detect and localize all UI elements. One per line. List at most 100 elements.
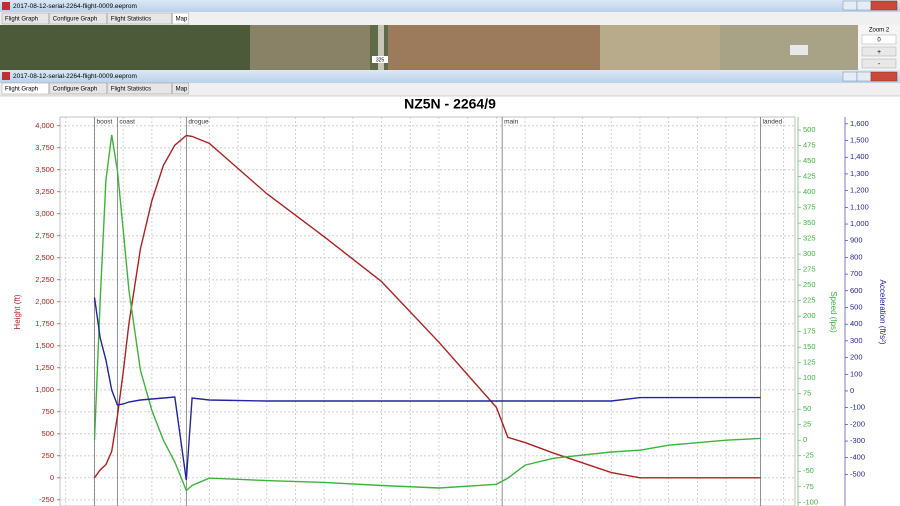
y3-tick-label: 1,100: [850, 202, 869, 211]
tab-strip: [0, 83, 900, 96]
y3-tick-label: 0: [850, 386, 854, 395]
y2-tick-label: 0: [803, 435, 807, 444]
tab[interactable]: [49, 12, 108, 25]
event-label: main: [504, 119, 518, 126]
tab[interactable]: [107, 82, 172, 95]
y3-tick-label: 900: [850, 236, 863, 245]
y2-tick-label: 450: [803, 156, 816, 165]
y-tick-label: 250: [41, 451, 54, 460]
y-tick-label: 750: [41, 407, 54, 416]
y3-tick-label: 500: [850, 302, 863, 311]
chart-title: NZ5N - 2264/9: [404, 96, 496, 112]
tab[interactable]: [1, 12, 50, 25]
y3-tick-label: 200: [850, 353, 863, 362]
y2-tick-label: 225: [803, 296, 816, 305]
title-bar: [0, 70, 900, 83]
y3-tick-label: 600: [850, 286, 863, 295]
y-tick-label: 4,000: [35, 121, 54, 130]
y-axis-label: Height (ft): [13, 294, 22, 329]
series-line: [93, 297, 761, 481]
zoom-out-label: -: [878, 61, 881, 68]
y2-tick-label: 125: [803, 358, 816, 367]
y3-tick-label: 700: [850, 269, 863, 278]
y3-tick-label: 1,300: [850, 169, 869, 178]
y2-tick-label: 275: [803, 265, 816, 274]
y2-tick-label: 375: [803, 203, 816, 212]
zoom-out-button[interactable]: [861, 58, 897, 69]
y2-tick-label: 425: [803, 172, 816, 181]
y2-tick-label: 400: [803, 187, 816, 196]
y3-tick-label: -100: [850, 403, 865, 412]
window-title: 2017-08-12-serial-2264-flight-0009.eepro…: [13, 73, 137, 80]
y2-axis-label: Speed (fps): [829, 291, 838, 333]
y3-tick-label: -500: [850, 469, 865, 478]
y3-tick-label: 400: [850, 319, 863, 328]
y2-tick-label: -50: [803, 466, 814, 475]
y-tick-label: 1,000: [35, 385, 54, 394]
tab[interactable]: [172, 12, 190, 25]
y3-tick-label: 1,400: [850, 152, 869, 161]
app-icon: [2, 2, 10, 10]
y2-tick-label: -25: [803, 451, 814, 460]
window-controls[interactable]: [842, 71, 898, 82]
y3-tick-label: 1,500: [850, 136, 869, 145]
event-label: landed: [763, 119, 783, 126]
y-tick-label: 500: [41, 429, 54, 438]
tab-label: Configure Graph: [53, 17, 97, 23]
y2-tick-label: 300: [803, 249, 816, 258]
y3-axis-label: Acceleration (ft/s²): [878, 280, 887, 345]
event-label: boost: [96, 119, 112, 126]
y2-tick-label: 475: [803, 141, 816, 150]
tab-label: Map: [176, 87, 188, 93]
tab[interactable]: [1, 82, 50, 95]
y-tick-label: 2,000: [35, 297, 54, 306]
tab[interactable]: [107, 12, 172, 25]
tab[interactable]: [172, 82, 190, 95]
y3-tick-label: 800: [850, 252, 863, 261]
y2-tick-label: -100: [803, 497, 818, 506]
series-line: [93, 134, 761, 492]
y-tick-label: 0: [50, 473, 54, 482]
road-label: 325: [376, 57, 385, 63]
y-tick-label: 1,500: [35, 341, 54, 350]
y2-tick-label: 200: [803, 311, 816, 320]
y2-tick-label: -75: [803, 482, 814, 491]
title-bar: [0, 0, 900, 12]
series-line: [93, 134, 761, 479]
y2-tick-label: 25: [803, 420, 811, 429]
zoom-in-label: +: [877, 49, 881, 56]
y3-tick-label: 1,000: [850, 219, 869, 228]
tab-label: Map: [176, 17, 188, 23]
y-tick-label: 1,250: [35, 363, 54, 372]
plot-area: [59, 116, 796, 506]
y3-tick-label: 300: [850, 336, 863, 345]
app-icon: [2, 72, 10, 80]
y2-tick-label: 50: [803, 404, 811, 413]
y-tick-label: 3,500: [35, 165, 54, 174]
y-tick-label: 2,750: [35, 231, 54, 240]
zoom-field[interactable]: [861, 34, 897, 45]
zoom-value: 0: [877, 38, 881, 44]
tab-label: Flight Statistics: [111, 17, 151, 23]
y-tick-label: 3,000: [35, 209, 54, 218]
tab[interactable]: [49, 82, 108, 95]
window-controls[interactable]: [842, 0, 898, 11]
y3-tick-label: 100: [850, 369, 863, 378]
event-label: drogue: [188, 119, 209, 126]
y2-tick-label: 350: [803, 218, 816, 227]
y2-tick-label: 325: [803, 234, 816, 243]
road-sign: [372, 56, 388, 63]
y-tick-label: 1,750: [35, 319, 54, 328]
y2-tick-label: 250: [803, 280, 816, 289]
y-tick-label: -250: [39, 495, 54, 504]
zoom-in-button[interactable]: [861, 46, 897, 57]
tab-strip: [0, 12, 900, 25]
y3-tick-label: 1,200: [850, 186, 869, 195]
event-label: coast: [119, 119, 135, 126]
y2-tick-label: 175: [803, 327, 816, 336]
y3-tick-label: 1,600: [850, 119, 869, 128]
y-tick-label: 2,250: [35, 275, 54, 284]
y3-tick-label: -300: [850, 436, 865, 445]
y3-tick-label: -400: [850, 453, 865, 462]
